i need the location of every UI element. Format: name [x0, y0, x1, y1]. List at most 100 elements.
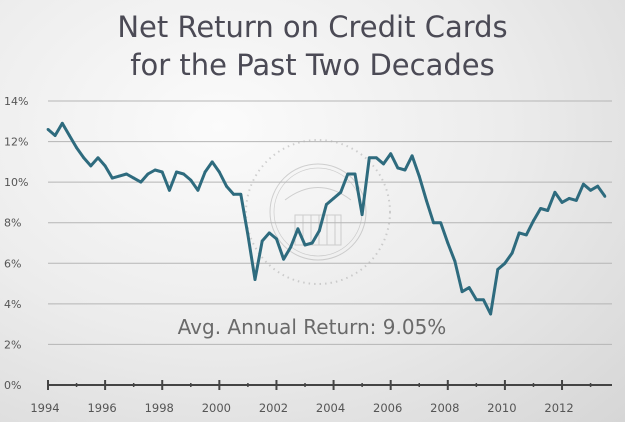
y-tick-label: 12%: [4, 136, 28, 149]
data-point: [510, 251, 514, 255]
data-point: [182, 172, 186, 176]
average-annotation: Avg. Annual Return: 9.05%: [178, 315, 447, 339]
data-point: [553, 190, 557, 194]
chart-title: Net Return on Credit Cards for the Past …: [0, 8, 625, 84]
data-point: [139, 180, 143, 184]
data-point: [489, 312, 493, 316]
data-point: [424, 199, 428, 202]
y-tick-label: 4%: [4, 298, 21, 311]
data-point: [432, 221, 435, 225]
data-point: [225, 184, 228, 188]
data-point: [296, 227, 300, 231]
data-point: [317, 229, 321, 233]
data-points: [46, 121, 607, 316]
data-point: [267, 231, 271, 235]
data-point: [360, 213, 364, 217]
data-point: [524, 233, 528, 237]
data-point: [167, 188, 171, 192]
data-point: [325, 203, 328, 206]
data-point: [260, 239, 264, 243]
data-point: [303, 243, 307, 247]
data-point: [460, 290, 464, 294]
x-tick-label: 1994: [30, 401, 59, 415]
data-point: [503, 261, 507, 265]
title-line-2: for the Past Two Decades: [130, 48, 495, 82]
data-point: [125, 172, 128, 176]
data-point: [482, 298, 485, 302]
data-point: [375, 156, 378, 160]
data-point: [546, 209, 550, 212]
data-point: [567, 196, 571, 200]
x-tick-label: 2012: [544, 401, 573, 415]
data-point: [496, 267, 500, 271]
x-tick-label: 2000: [202, 401, 231, 415]
data-point: [96, 156, 100, 160]
data-point: [110, 176, 114, 180]
data-point: [389, 152, 393, 156]
data-point: [403, 168, 407, 172]
data-point: [53, 134, 57, 137]
data-point: [275, 237, 278, 241]
data-point: [89, 164, 93, 168]
data-point: [253, 278, 257, 281]
data-point: [396, 166, 400, 170]
data-point: [282, 257, 285, 261]
data-point: [132, 176, 136, 180]
data-point: [332, 196, 335, 200]
data-point: [289, 245, 293, 249]
data-point: [203, 170, 207, 174]
data-point: [210, 160, 214, 164]
x-tick-label: 2002: [259, 401, 288, 415]
data-point: [474, 298, 478, 302]
data-point: [339, 190, 343, 194]
y-tick-label: 2%: [4, 338, 21, 351]
data-point: [82, 156, 86, 160]
data-point: [453, 259, 457, 263]
data-point: [175, 170, 178, 174]
net-return-line: [47, 121, 607, 316]
data-point: [603, 194, 607, 198]
y-tick-label: 6%: [4, 257, 21, 270]
data-point: [439, 221, 443, 225]
data-point: [560, 201, 564, 204]
data-point: [539, 207, 543, 210]
y-tick-label: 8%: [4, 217, 21, 230]
x-tick-label: 1996: [87, 401, 116, 415]
data-point: [532, 219, 535, 223]
data-point: [232, 192, 236, 196]
data-point: [60, 121, 64, 125]
y-tick-label: 14%: [4, 95, 28, 108]
data-point: [146, 172, 150, 176]
data-point: [417, 174, 421, 178]
data-point: [46, 127, 50, 131]
data-point: [189, 178, 193, 182]
data-point: [246, 233, 250, 237]
data-point: [346, 172, 350, 176]
y-tick-label: 0%: [4, 379, 21, 392]
data-point: [68, 134, 71, 137]
data-point: [467, 286, 471, 290]
x-tick-label: 2004: [316, 401, 345, 415]
data-point: [574, 199, 578, 202]
x-tick-label: 2010: [487, 401, 516, 415]
data-point: [446, 241, 450, 245]
data-point: [517, 231, 521, 235]
data-point: [367, 156, 371, 160]
x-tick-label: 2008: [430, 401, 459, 415]
data-point: [217, 170, 221, 174]
data-point: [196, 188, 200, 192]
data-point: [596, 184, 600, 188]
title-line-1: Net Return on Credit Cards: [117, 10, 508, 44]
data-point: [310, 241, 314, 245]
x-tick-label: 1998: [145, 401, 174, 415]
data-point: [239, 192, 243, 196]
data-point: [410, 154, 414, 158]
y-tick-label: 10%: [4, 176, 28, 189]
data-point: [382, 162, 385, 166]
data-point: [103, 164, 107, 168]
data-point: [353, 172, 357, 176]
data-point: [75, 146, 78, 150]
data-point: [589, 188, 592, 192]
